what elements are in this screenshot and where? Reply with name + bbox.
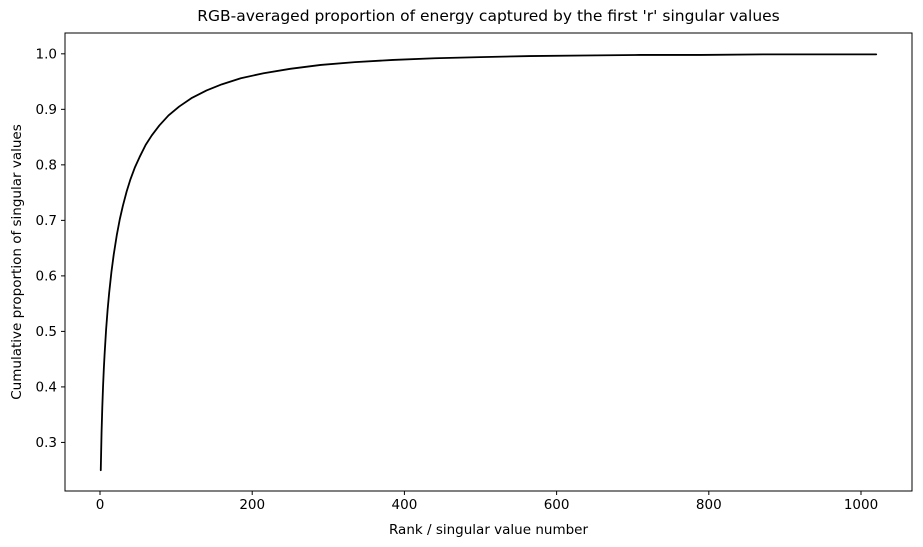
plot-spines [64,32,913,492]
x-tick-label: 1000 [844,497,878,513]
y-tick-label: 0.8 [36,157,57,173]
x-tick-label: 600 [544,497,570,513]
x-tick-label: 200 [239,497,265,513]
x-tick-label: 400 [392,497,418,513]
x-tick-label: 0 [96,497,105,513]
y-tick-label: 0.6 [36,268,57,284]
y-tick-label: 0.3 [36,435,57,451]
y-tick-label: 0.7 [36,213,57,229]
y-tick-label: 1.0 [36,46,57,62]
chart-title: RGB-averaged proportion of energy captur… [197,7,780,25]
y-tick-label: 0.9 [36,102,57,118]
x-axis-label: Rank / singular value number [388,522,589,538]
x-tick-label: 800 [696,497,722,513]
y-tick-label: 0.4 [36,379,57,395]
y-tick-label: 0.5 [36,324,57,340]
energy-curve [99,53,878,472]
